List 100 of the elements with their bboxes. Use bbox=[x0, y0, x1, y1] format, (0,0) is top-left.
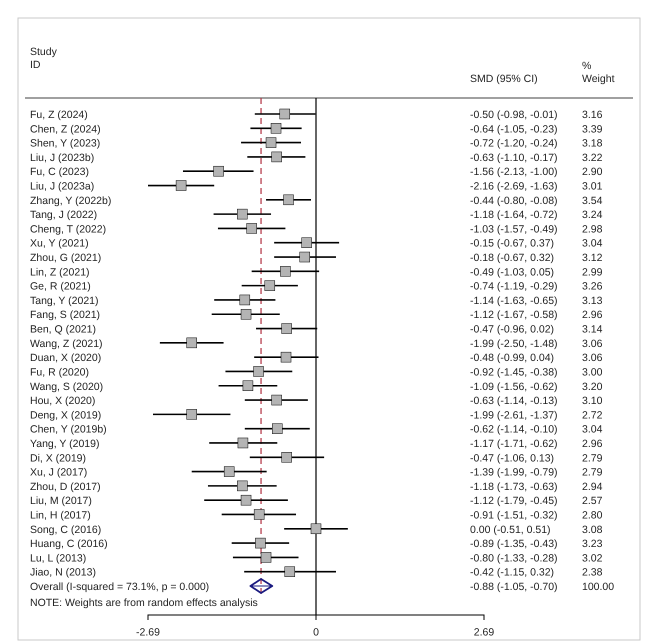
data-label: -1.12 (-1.79, -0.45) bbox=[470, 495, 558, 508]
data-label: -0.64 (-1.05, -0.23) bbox=[470, 123, 558, 136]
data-label: -0.50 (-0.98, -0.01) bbox=[470, 109, 558, 121]
y-tick-label: Fu, Z (2024) bbox=[30, 109, 88, 121]
point bbox=[246, 223, 257, 234]
data-label: -1.12 (-1.67, -0.58) bbox=[470, 309, 558, 322]
y-tick-label: Song, C (2016) bbox=[30, 524, 102, 536]
data-label: -1.09 (-1.56, -0.62) bbox=[470, 380, 558, 393]
y-tick-label: Huang, C (2016) bbox=[30, 538, 108, 550]
y-tick-label: Zhou, G (2021) bbox=[30, 252, 102, 264]
point bbox=[176, 180, 186, 191]
y-tick-label: Chen, Z (2024) bbox=[30, 123, 101, 136]
point bbox=[253, 366, 264, 377]
data-label: -1.18 (-1.64, -0.72) bbox=[470, 209, 558, 222]
y-tick-label: Yang, Y (2019) bbox=[30, 438, 100, 450]
text: 2.80 bbox=[582, 509, 603, 522]
text: 3.16 bbox=[582, 109, 603, 121]
point bbox=[254, 509, 264, 520]
data-label: -1.14 (-1.63, -0.65) bbox=[470, 294, 558, 307]
data-label: -1.03 (-1.57, -0.49) bbox=[470, 223, 558, 236]
data-label: -0.47 (-1.06, 0.13) bbox=[470, 452, 554, 464]
text: 3.24 bbox=[582, 209, 603, 222]
point bbox=[280, 108, 290, 120]
text: 100.00 bbox=[582, 581, 614, 593]
data-label: -1.18 (-1.73, -0.63) bbox=[470, 480, 558, 493]
annotation: -0.88 (-1.05, -0.70) bbox=[470, 581, 558, 593]
text: 3.14 bbox=[582, 324, 603, 336]
data-label: -0.42 (-1.15, 0.32) bbox=[470, 566, 554, 579]
x-tick-label: 2.69 bbox=[474, 626, 494, 639]
y-tick-label: Zhou, D (2017) bbox=[30, 480, 101, 493]
text: 3.04 bbox=[582, 238, 603, 250]
y-tick-label: Cheng, T (2022) bbox=[30, 223, 106, 236]
data-label: -1.17 (-1.71, -0.62) bbox=[470, 438, 558, 450]
point bbox=[270, 123, 282, 134]
point bbox=[255, 538, 266, 548]
y-tick-label: Lu, L (2013) bbox=[30, 552, 86, 564]
text: 2.79 bbox=[582, 452, 603, 464]
point bbox=[242, 380, 254, 392]
y-tick-label: Wang, S (2020) bbox=[30, 380, 104, 393]
point bbox=[237, 480, 248, 492]
text: 3.06 bbox=[582, 352, 603, 364]
point bbox=[281, 452, 292, 463]
y-tick-label: Deng, X (2019) bbox=[30, 409, 102, 422]
data-label: 0.00 (-0.51, 0.51) bbox=[470, 524, 551, 536]
point bbox=[260, 552, 272, 563]
point bbox=[280, 266, 291, 277]
y-tick-label: Ge, R (2021) bbox=[30, 280, 91, 293]
x-tick-label: -2.69 bbox=[136, 626, 160, 639]
point bbox=[186, 338, 197, 348]
x-tick-label: 0 bbox=[313, 626, 320, 639]
text: 2.99 bbox=[582, 266, 603, 278]
point bbox=[271, 152, 282, 162]
text: 2.57 bbox=[582, 495, 603, 508]
point bbox=[281, 323, 292, 334]
data-label: -1.99 (-2.50, -1.48) bbox=[470, 338, 558, 350]
data-label: -1.99 (-2.61, -1.37) bbox=[470, 409, 558, 422]
y-tick-label: Chen, Y (2019b) bbox=[30, 424, 107, 436]
data-label: -0.48 (-0.99, 0.04) bbox=[470, 352, 554, 364]
point bbox=[240, 308, 252, 320]
point bbox=[300, 252, 310, 262]
point bbox=[284, 566, 296, 577]
text: 3.18 bbox=[582, 138, 603, 150]
point bbox=[213, 166, 224, 176]
data-label: -0.63 (-1.14, -0.13) bbox=[470, 395, 558, 408]
y-tick-label: Ben, Q (2021) bbox=[30, 324, 96, 336]
text: 3.06 bbox=[582, 338, 603, 350]
y-tick-label: Hou, X (2020) bbox=[30, 395, 96, 408]
point bbox=[301, 237, 312, 248]
y-axis-title: Study ID bbox=[30, 46, 58, 71]
point bbox=[272, 423, 283, 434]
text: 3.13 bbox=[582, 294, 603, 307]
data-label: -0.74 (-1.19, -0.29) bbox=[470, 280, 558, 293]
data-label: -0.44 (-0.80, -0.08) bbox=[470, 194, 558, 207]
text: 3.39 bbox=[582, 123, 603, 136]
y-tick-label: Xu, J (2017) bbox=[30, 466, 88, 479]
text: 2.38 bbox=[582, 566, 603, 579]
text: 3.22 bbox=[582, 152, 603, 164]
point bbox=[310, 524, 322, 534]
y-tick-label: Tang, J (2022) bbox=[30, 209, 98, 222]
text: 3.23 bbox=[582, 538, 603, 550]
data-label: -0.18 (-0.67, 0.32) bbox=[470, 252, 554, 264]
y-tick-label: Lin, H (2017) bbox=[30, 509, 91, 522]
text: 3.02 bbox=[582, 552, 603, 564]
y-tick-label: Wang, Z (2021) bbox=[30, 338, 103, 350]
text: 2.94 bbox=[582, 480, 603, 493]
point bbox=[240, 494, 252, 506]
text: 2.96 bbox=[582, 309, 603, 322]
text: 3.10 bbox=[582, 395, 603, 408]
text: 2.96 bbox=[582, 438, 603, 450]
data-label: -0.80 (-1.33, -0.28) bbox=[470, 552, 558, 564]
y-tick-label: Fang, S (2021) bbox=[30, 309, 100, 322]
y-tick-label: Di, X (2019) bbox=[30, 452, 86, 464]
text: SMD (95% CI) bbox=[470, 73, 538, 85]
y-tick-label: Shen, Y (2023) bbox=[30, 138, 100, 150]
text: 2.98 bbox=[582, 223, 603, 236]
y-tick-label: Zhang, Y (2022b) bbox=[30, 194, 112, 207]
text: 3.04 bbox=[582, 424, 603, 436]
point bbox=[224, 466, 234, 477]
y-tick-label: Overall (I-squared = 73.1%, p = 0.000) bbox=[30, 581, 210, 593]
y-tick-label: Lin, Z (2021) bbox=[30, 266, 90, 278]
